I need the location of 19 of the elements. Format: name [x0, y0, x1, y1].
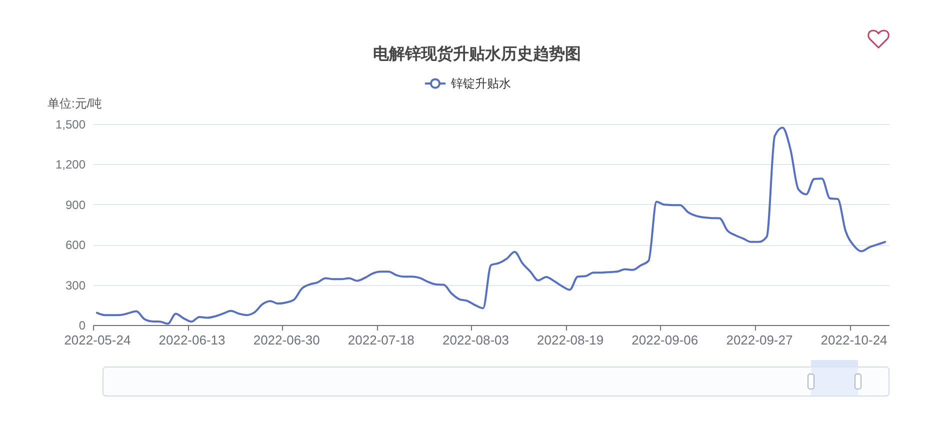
x-tick-label: 2022-08-03: [442, 332, 509, 348]
y-tick-label: 600: [65, 238, 86, 252]
y-tick-label: 900: [65, 198, 86, 212]
x-tick-label: 2022-08-19: [537, 332, 604, 348]
x-tick-label: 2022-09-27: [726, 332, 793, 348]
legend-label: 锌锭升贴水: [450, 76, 511, 90]
y-axis-title: 单位:元/吨: [48, 96, 102, 110]
y-tick-label: 1,500: [55, 118, 86, 132]
x-tick-label: 2022-05-24: [64, 332, 131, 348]
chart-title: 电解锌现货升贴水历史趋势图: [373, 45, 581, 63]
x-tick-label: 2022-10-24: [820, 332, 888, 348]
y-tick-label: 0: [78, 318, 86, 332]
line-series: [96, 126, 886, 325]
x-tick-label: 2022-09-06: [632, 332, 698, 348]
y-tick-label: 1,200: [55, 158, 86, 172]
x-tick-label: 2022-07-18: [348, 332, 414, 348]
x-tick-label: 2022-06-13: [158, 332, 226, 348]
y-tick-label: 300: [65, 278, 86, 292]
x-tick-label: 2022-06-30: [253, 332, 320, 348]
